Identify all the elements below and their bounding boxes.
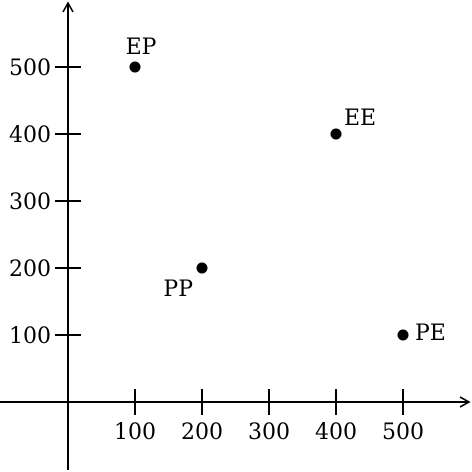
y-tick-label: 400 <box>9 123 51 148</box>
y-tick-label: 200 <box>9 257 51 282</box>
data-label-ee: EE <box>344 106 376 131</box>
y-tick-label: 300 <box>9 190 51 215</box>
x-tick-label: 200 <box>181 420 223 445</box>
x-tick-label: 300 <box>248 420 290 445</box>
x-tick-label: 400 <box>315 420 357 445</box>
data-point-ee <box>330 128 342 140</box>
x-tick-label: 100 <box>114 420 156 445</box>
data-point-pp <box>196 262 208 274</box>
data-label-pp: PP <box>163 277 193 302</box>
data-label-pe: PE <box>415 321 446 346</box>
data-label-ep: EP <box>126 35 157 60</box>
ticks: 100 200 300 400 500 100 200 300 400 500 <box>9 56 424 445</box>
data-point-ep <box>129 61 141 73</box>
x-tick-label: 500 <box>382 420 424 445</box>
y-tick-label: 100 <box>9 324 51 349</box>
data-point-pe <box>397 329 409 341</box>
data-points: EP EE PP PE <box>126 35 446 346</box>
y-tick-label: 500 <box>9 56 51 81</box>
